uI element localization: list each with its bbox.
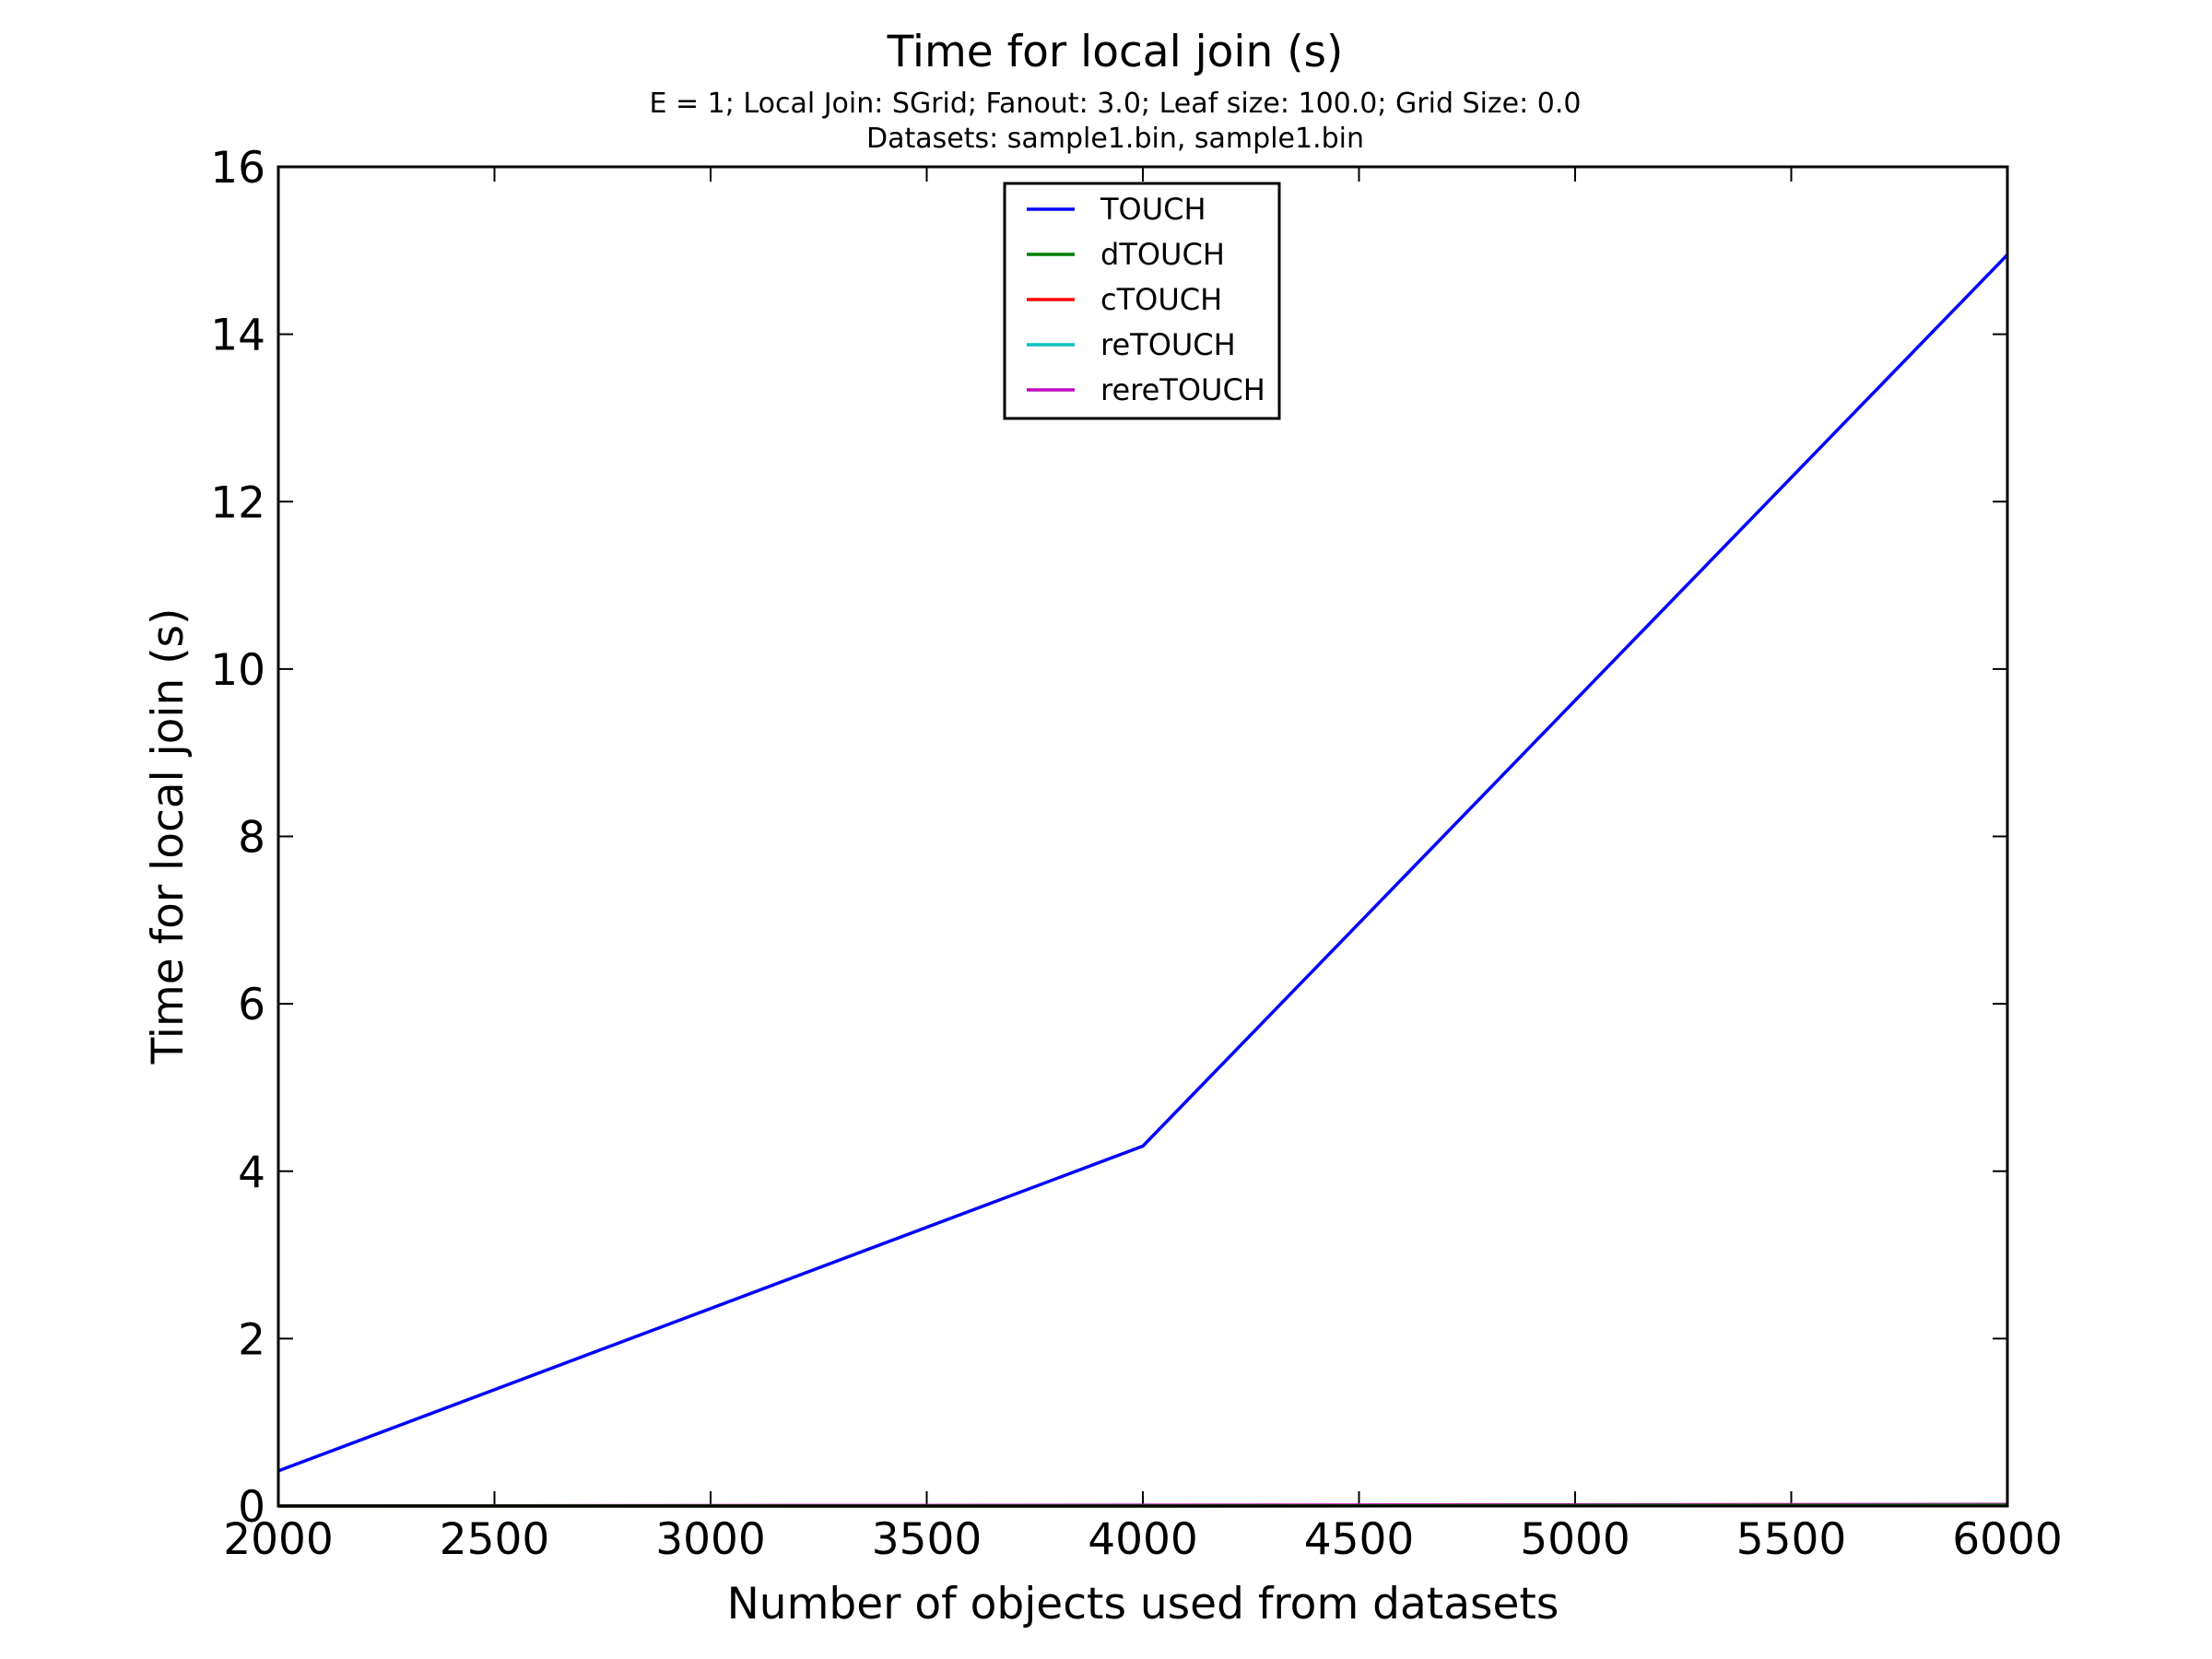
y-tick-label-1: 2 [238, 1314, 265, 1365]
chart-subtitle-line-2: Datasets: sample1.bin, sample1.bin [866, 123, 1364, 155]
plot-area-frame [276, 165, 2009, 1508]
legend-entries: TOUCH dTOUCH cTOUCH reTOUCH rereTOUCH [1027, 192, 1265, 407]
legend-label-dtouch: dTOUCH [1100, 237, 1225, 272]
x-tick-label-3: 3500 [872, 1514, 982, 1565]
y-tick-label-3: 6 [238, 980, 265, 1030]
chart-title: Time for local join (s) [887, 27, 1344, 77]
y-tick-label-6: 12 [210, 477, 265, 528]
y-axis-label: Time for local join (s) [143, 608, 194, 1065]
x-tick-label-7: 5500 [1736, 1514, 1847, 1565]
axis-tick-labels: 2000 2500 3000 3500 4000 4500 5000 5500 6000 0 2 4 6… [210, 143, 2063, 1565]
series-lines [277, 253, 2009, 1508]
y-tick-label-2: 4 [238, 1147, 265, 1198]
y-tick-label-0: 0 [238, 1482, 265, 1533]
y-tick-label-7: 14 [210, 311, 265, 361]
legend-label-reretouch: rereTOUCH [1100, 372, 1265, 407]
x-tick-label-8: 6000 [1952, 1514, 2063, 1565]
series-line-touch [277, 253, 2009, 1473]
y-tick-label-5: 10 [210, 645, 265, 696]
chart-subtitle-line-1: E = 1; Local Join: SGrid; Fanout: 3.0; L… [650, 88, 1582, 120]
legend: TOUCH dTOUCH cTOUCH reTOUCH rereTOUCH [1003, 182, 1281, 420]
x-tick-label-0: 2000 [223, 1514, 334, 1565]
x-tick-label-4: 4000 [1088, 1514, 1198, 1565]
y-tick-label-4: 8 [238, 813, 265, 864]
x-tick-label-6: 5000 [1520, 1514, 1630, 1565]
legend-label-retouch: reTOUCH [1100, 327, 1236, 362]
x-tick-label-5: 4500 [1304, 1514, 1415, 1565]
x-tick-label-1: 2500 [440, 1514, 550, 1565]
x-axis-label: Number of objects used from datasets [727, 1579, 1559, 1630]
legend-label-touch: TOUCH [1100, 192, 1206, 227]
y-tick-label-8: 16 [210, 143, 265, 194]
x-tick-label-2: 3000 [655, 1514, 766, 1565]
legend-label-ctouch: cTOUCH [1100, 282, 1222, 317]
